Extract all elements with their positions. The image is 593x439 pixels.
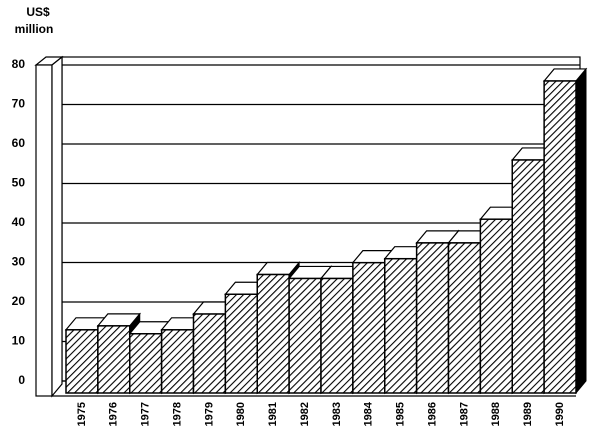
x-tick-label: 1989 [522,402,534,426]
y-tick-label: 60 [12,136,26,150]
bar [352,261,386,394]
bar [129,333,163,394]
bar [415,242,450,394]
axis-slab [51,55,63,398]
y-tick-label: 20 [12,294,26,308]
bar [288,277,322,394]
bar [511,159,545,394]
bar [97,325,131,394]
x-tick-label: 1988 [490,402,502,426]
x-tick-label: 1990 [554,402,566,426]
y-tick-label: 80 [12,57,26,71]
x-tick-label: 1986 [426,402,438,426]
bar [160,329,195,394]
x-tick-label: 1987 [458,402,470,426]
y-tick-label: 0 [18,373,25,387]
bar [320,277,354,394]
x-tick-label: 1980 [235,402,247,426]
bar [479,218,513,394]
x-tick-label: 1981 [267,402,279,426]
bar [224,293,258,394]
x-tick-label: 1978 [171,402,183,426]
bar [384,257,418,394]
bar [65,329,99,394]
x-tick-label: 1979 [203,402,215,426]
bar [256,273,290,394]
y-tick-label: 10 [12,334,26,348]
axis-slab [35,64,53,397]
x-tick-label: 1982 [299,402,311,426]
bar [543,80,577,394]
bar [192,313,227,394]
y-tick-label: 50 [12,176,26,190]
x-tick-label: 1976 [108,402,120,426]
y-axis-label: US$ [26,5,50,19]
y-tick-label: 40 [12,215,26,229]
x-tick-label: 1983 [331,402,343,426]
y-tick-label: 30 [12,255,26,269]
x-tick-label: 1975 [76,402,88,426]
x-tick-label: 1984 [363,401,375,426]
x-tick-label: 1985 [395,402,407,426]
bar-side [575,67,587,395]
y-axis-label: million [15,22,54,36]
x-tick-label: 1977 [140,402,152,426]
bar [447,242,482,394]
y-tick-label: 70 [12,97,26,111]
